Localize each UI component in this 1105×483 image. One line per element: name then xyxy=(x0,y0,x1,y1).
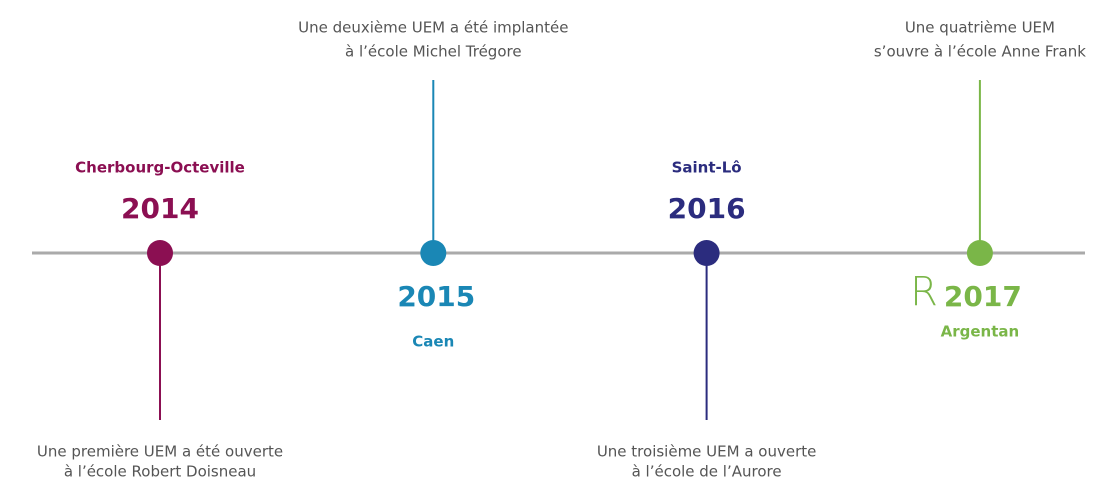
year: 2014 xyxy=(121,192,199,225)
description: à l’école de l’Aurore xyxy=(632,463,782,481)
city: Saint-Lô xyxy=(672,159,742,177)
description: Une quatrième UEM xyxy=(905,19,1055,37)
timeline-dot xyxy=(966,240,993,266)
marker-glyph: R xyxy=(910,269,938,315)
timeline-dot xyxy=(420,240,447,266)
description: à l’école Michel Trégore xyxy=(345,43,522,61)
city: Cherbourg-Octeville xyxy=(75,159,245,177)
timeline-dot xyxy=(693,240,720,266)
city: Caen xyxy=(412,333,454,351)
year: 2017 xyxy=(944,280,1022,313)
year: 2016 xyxy=(668,192,746,225)
year: 2015 xyxy=(397,280,475,313)
description: Une deuxième UEM a été implantée xyxy=(298,19,568,37)
description: à l’école Robert Doisneau xyxy=(64,463,256,481)
description: Une troisième UEM a ouverte xyxy=(597,443,817,461)
city: Argentan xyxy=(941,323,1020,341)
description: s’ouvre à l’école Anne Frank xyxy=(874,43,1086,61)
timeline-dot xyxy=(147,240,173,266)
description: Une première UEM a été ouverte xyxy=(37,443,283,461)
